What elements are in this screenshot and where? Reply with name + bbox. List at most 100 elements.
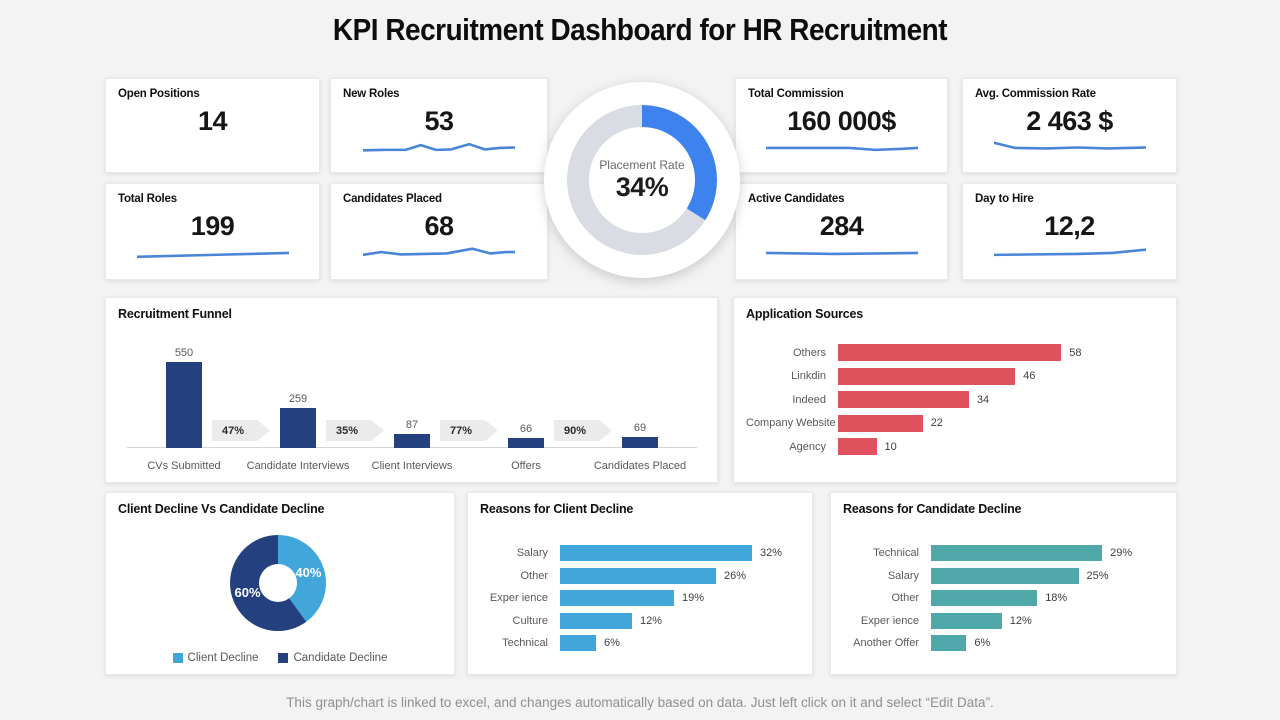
legend-swatch bbox=[172, 653, 183, 663]
hbar-bar bbox=[560, 590, 674, 606]
kpi-card-label: Candidates Placed bbox=[343, 193, 442, 205]
hbar-value-label: 46 bbox=[1023, 370, 1036, 382]
hbar-value-label: 6% bbox=[604, 637, 620, 649]
hbar-row: Agency 10 bbox=[746, 438, 1168, 455]
hbar-category-label: Company Website bbox=[746, 417, 836, 429]
legend-item: Candidate Decline bbox=[278, 652, 387, 664]
application-sources-title: Application Sources bbox=[746, 307, 864, 321]
decline-split-panel[interactable]: Client Decline Vs Candidate Decline 40% … bbox=[105, 492, 455, 675]
funnel-bar-2 bbox=[280, 407, 316, 448]
legend-label: Client Decline bbox=[187, 652, 259, 664]
hbar-value-label: 10 bbox=[884, 440, 897, 453]
candidate-decline-slice-label: 60% bbox=[234, 584, 261, 600]
page-title: KPI Recruitment Dashboard for HR Recruit… bbox=[332, 12, 948, 47]
hbar-category-label: Others bbox=[792, 346, 826, 359]
kpi-card-value: 284 bbox=[819, 211, 864, 241]
kpi-card-label: Open Positions bbox=[118, 88, 200, 100]
recruitment-funnel-panel[interactable]: Recruitment Funnel 550 CVs Submitted 259 Ca… bbox=[105, 297, 718, 483]
kpi-card-value: 53 bbox=[424, 106, 454, 136]
hbar-category-label: Other bbox=[520, 569, 548, 582]
funnel-bar-5 bbox=[622, 437, 658, 448]
decline-split-legend: Client Decline Candidate Decline bbox=[106, 652, 454, 664]
hbar-bar bbox=[560, 635, 596, 651]
kpi-card-day-to-hire[interactable]: Day to Hire 12,2 bbox=[962, 183, 1177, 280]
hbar-bar bbox=[931, 567, 1079, 584]
hbar-row: Exper ience 19% bbox=[480, 590, 804, 606]
hbar-bar bbox=[838, 344, 1062, 361]
funnel-bar-value: 259 bbox=[288, 392, 308, 405]
hbar-value-label: 58 bbox=[1069, 346, 1082, 359]
kpi-card-active-candidates[interactable]: Active Candidates 284 bbox=[735, 183, 948, 280]
hbar-value-label: 25% bbox=[1086, 569, 1109, 582]
client-decline-reasons-chart: Salary 32% Other 26% Exper ience 19% Culture 12… bbox=[480, 545, 804, 658]
application-sources-panel[interactable]: Application Sources Others 58 Linkdin 46 Ind… bbox=[733, 297, 1177, 483]
hbar-row: Other 18% bbox=[843, 590, 1168, 606]
kpi-card-total-roles[interactable]: Total Roles 199 bbox=[105, 183, 320, 280]
kpi-sparkline bbox=[766, 243, 918, 262]
funnel-bar-value: 69 bbox=[633, 422, 647, 435]
funnel-category-label: Candidate Interviews bbox=[246, 460, 350, 472]
recruitment-funnel-title: Recruitment Funnel bbox=[118, 307, 232, 321]
funnel-category-label: Candidates Placed bbox=[593, 460, 687, 472]
candidate-decline-reasons-panel[interactable]: Reasons for Candidate Decline Technical 2… bbox=[830, 492, 1177, 675]
placement-rate-value: 34% bbox=[615, 171, 669, 202]
kpi-sparkline bbox=[766, 138, 918, 157]
funnel-conversion-arrow: 47% bbox=[212, 420, 270, 441]
kpi-sparkline bbox=[137, 243, 289, 262]
hbar-category-label: Other bbox=[891, 592, 919, 604]
kpi-card-open-positions[interactable]: Open Positions 14 bbox=[105, 78, 320, 173]
kpi-card-candidates-placed[interactable]: Candidates Placed 68 bbox=[330, 183, 548, 280]
hbar-value-label: 18% bbox=[1045, 592, 1068, 604]
funnel-bar-4 bbox=[508, 437, 544, 448]
hbar-row: Technical 29% bbox=[843, 545, 1168, 561]
hbar-bar bbox=[560, 612, 632, 629]
hbar-bar bbox=[838, 391, 969, 408]
hbar-value-label: 22 bbox=[930, 417, 943, 429]
hbar-bar bbox=[560, 567, 716, 584]
hbar-category-label: Another Offer bbox=[853, 637, 919, 649]
kpi-card-total-commission[interactable]: Total Commission 160 000$ bbox=[735, 78, 948, 173]
client-decline-reasons-title: Reasons for Client Decline bbox=[480, 502, 634, 516]
funnel-conversion-arrow: 77% bbox=[440, 420, 498, 441]
kpi-card-value: 68 bbox=[424, 211, 454, 241]
hbar-category-label: Linkdin bbox=[791, 370, 826, 382]
hbar-row: Culture 12% bbox=[480, 612, 804, 629]
funnel-category-label: Offers bbox=[511, 460, 541, 472]
kpi-card-new-roles[interactable]: New Roles 53 bbox=[330, 78, 548, 173]
kpi-sparkline bbox=[363, 243, 515, 262]
decline-split-title: Client Decline Vs Candidate Decline bbox=[118, 502, 325, 516]
funnel-bar-value: 550 bbox=[174, 347, 194, 359]
placement-rate-donut-hole: Placement Rate 34% bbox=[589, 127, 695, 233]
client-decline-reasons-panel[interactable]: Reasons for Client Decline Salary 32% Othe… bbox=[467, 492, 813, 675]
hbar-row: Other 26% bbox=[480, 567, 804, 584]
hbar-category-label: Agency bbox=[789, 440, 826, 453]
placement-rate-donut-ring: Placement Rate 34% bbox=[567, 105, 717, 255]
kpi-card-label: Total Commission bbox=[748, 88, 844, 100]
hbar-bar bbox=[931, 590, 1038, 606]
placement-rate-label: Placement Rate bbox=[599, 157, 685, 172]
hbar-bar bbox=[838, 367, 1016, 385]
hbar-row: Linkdin 46 bbox=[746, 367, 1168, 385]
hbar-category-label: Indeed bbox=[792, 393, 826, 406]
kpi-card-value: 14 bbox=[197, 106, 228, 136]
kpi-card-label: Total Roles bbox=[118, 193, 177, 205]
hbar-category-label: Exper ience bbox=[860, 614, 919, 627]
kpi-card-value: 2 463 $ bbox=[1026, 106, 1113, 136]
kpi-sparkline bbox=[363, 138, 515, 157]
hbar-value-label: 29% bbox=[1110, 547, 1133, 559]
kpi-card-value: 199 bbox=[190, 211, 235, 241]
candidate-decline-reasons-title: Reasons for Candidate Decline bbox=[843, 502, 1022, 516]
hbar-value-label: 6% bbox=[974, 637, 991, 649]
placement-rate-gauge[interactable]: Placement Rate 34% bbox=[544, 82, 740, 278]
hbar-bar bbox=[838, 438, 877, 455]
hbar-category-label: Culture bbox=[512, 614, 548, 627]
kpi-card-label: Day to Hire bbox=[975, 193, 1034, 205]
hbar-value-label: 19% bbox=[682, 592, 705, 604]
kpi-card-value: 160 000$ bbox=[787, 106, 896, 136]
hbar-row: Company Website 22 bbox=[746, 414, 1168, 432]
kpi-card-avg-commission-rate[interactable]: Avg. Commission Rate 2 463 $ bbox=[962, 78, 1177, 173]
hbar-value-label: 34 bbox=[976, 393, 990, 406]
kpi-card-label: Active Candidates bbox=[748, 193, 845, 205]
kpi-card-label: New Roles bbox=[343, 88, 400, 100]
